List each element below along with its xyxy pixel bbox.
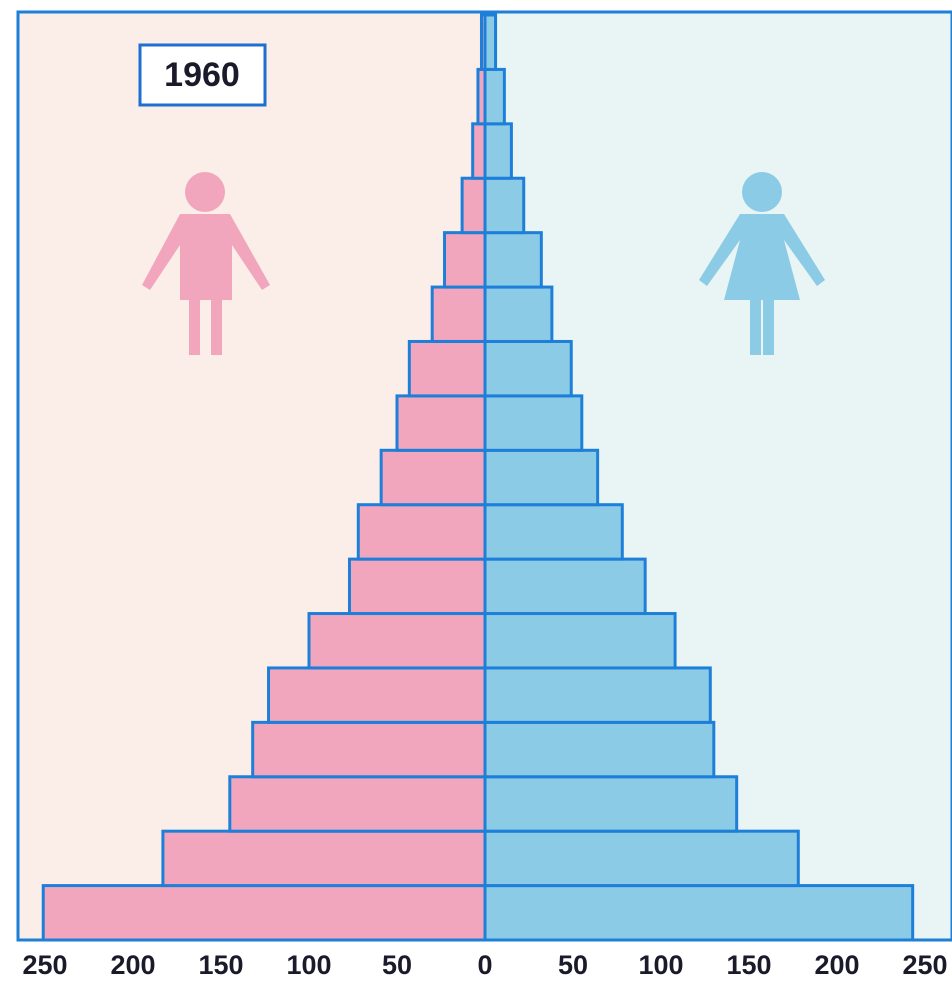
female-bar [483, 884, 915, 942]
x-tick-label: 50 [382, 950, 412, 980]
female-bar [483, 176, 526, 235]
male-bar [251, 720, 487, 779]
x-tick-label: 100 [638, 950, 683, 980]
male-bar [395, 394, 487, 452]
female-bar [483, 612, 677, 670]
male-bar [379, 448, 487, 507]
female-bar [483, 720, 716, 779]
male-bar [228, 775, 487, 833]
x-tick-label: 50 [558, 950, 588, 980]
male-bar [347, 557, 487, 616]
female-bar [483, 448, 600, 507]
female-bar [483, 829, 800, 888]
female-bar [483, 775, 739, 833]
female-bar [483, 13, 498, 71]
title-box [138, 43, 267, 107]
male-bar [460, 176, 487, 235]
male-bar [430, 285, 487, 343]
x-tick-label: 250 [22, 950, 67, 980]
female-bar [483, 285, 554, 343]
x-tick-label: 200 [814, 950, 859, 980]
x-tick-label: 150 [198, 950, 243, 980]
female-bar [483, 122, 513, 180]
female-bar [483, 231, 543, 289]
x-tick-label: 100 [286, 950, 331, 980]
male-icon [142, 172, 270, 355]
female-bar [483, 557, 647, 616]
x-tick-label: 0 [477, 950, 492, 980]
male-bar [443, 231, 487, 289]
male-bar [161, 829, 487, 888]
x-tick-label: 150 [726, 950, 771, 980]
female-bar [483, 339, 573, 398]
female-bar [483, 503, 624, 561]
male-bar [41, 884, 487, 942]
chart-title: 1960 [164, 56, 240, 94]
male-bar [407, 339, 487, 398]
male-bar [267, 666, 487, 724]
x-tick-label: 200 [110, 950, 155, 980]
male-bar [471, 122, 487, 180]
x-tick-label: 250 [902, 950, 947, 980]
male-bar [307, 612, 487, 670]
female-bar [483, 394, 584, 452]
female-icon [699, 172, 825, 355]
male-bar [356, 503, 487, 561]
female-bar [483, 666, 712, 724]
female-bar [483, 67, 506, 126]
